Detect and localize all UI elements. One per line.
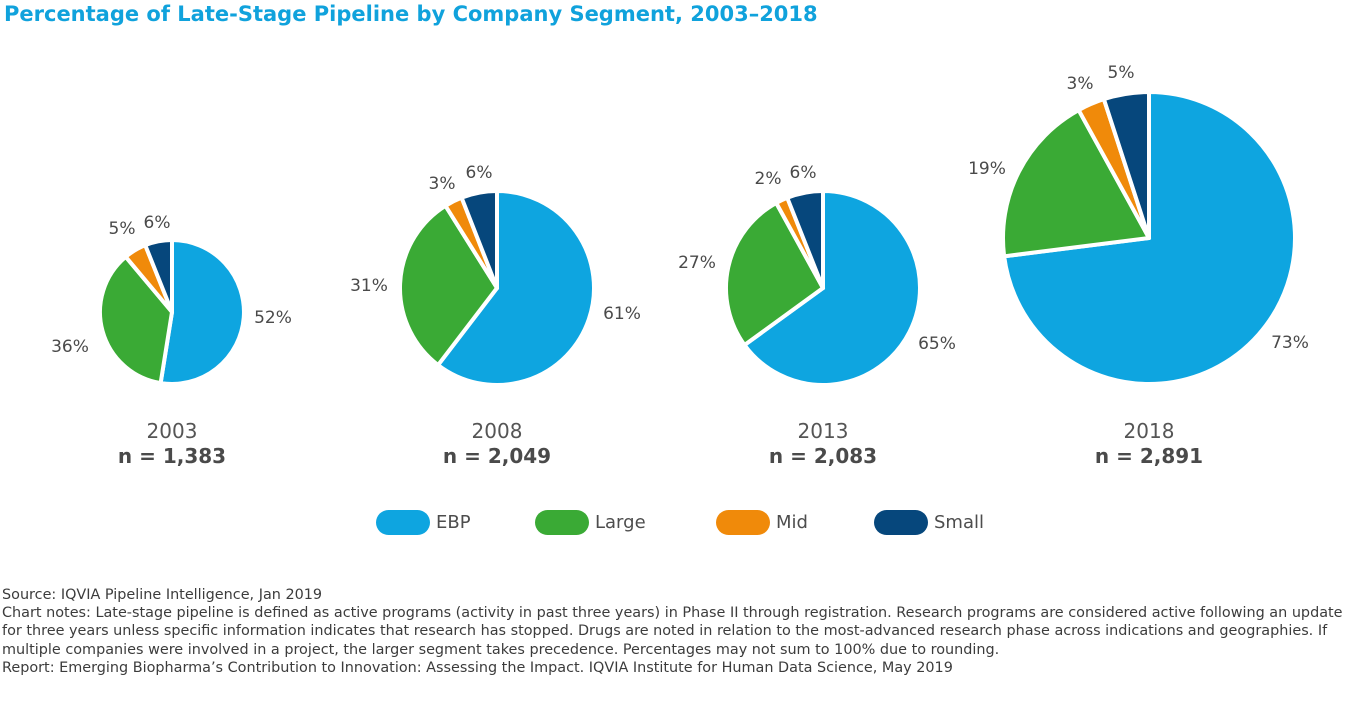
legend-label-large: Large xyxy=(595,511,646,533)
footer-notes: Source: IQVIA Pipeline Intelligence, Jan… xyxy=(2,586,1347,677)
legend-swatch-ebp xyxy=(376,509,430,535)
source-note: Source: IQVIA Pipeline Intelligence, Jan… xyxy=(2,587,323,603)
year-label-2013: 2013 xyxy=(798,419,849,443)
legend-item-large: Large xyxy=(535,508,646,536)
legend-label-small: Small xyxy=(934,511,984,533)
legend-swatch-small xyxy=(874,509,928,535)
legend-item-ebp: EBP xyxy=(376,508,471,536)
chart-title: Percentage of Late-Stage Pipeline by Com… xyxy=(4,2,818,26)
slice-label-2008-mid: 3% xyxy=(429,174,456,194)
slice-label-2018-large: 19% xyxy=(968,159,1006,179)
slice-label-2013-ebp: 65% xyxy=(918,334,956,354)
legend-swatch-large xyxy=(535,509,589,535)
chart-notes: Chart notes: Late-stage pipeline is defi… xyxy=(2,605,1343,658)
n-label-2003: n = 1,383 xyxy=(118,444,226,468)
slice-2003-ebp xyxy=(158,238,246,386)
slice-2013-large xyxy=(724,201,825,348)
slice-2013-ebp xyxy=(742,189,922,387)
legend-label-ebp: EBP xyxy=(436,511,471,533)
year-label-2003: 2003 xyxy=(147,419,198,443)
slice-label-2018-mid: 3% xyxy=(1067,74,1094,94)
report-note: Report: Emerging Biopharma’s Contributio… xyxy=(2,659,953,676)
slice-label-2008-ebp: 61% xyxy=(603,304,641,324)
slice-label-2013-small: 6% xyxy=(790,163,817,183)
slice-2008-ebp xyxy=(436,189,596,387)
slice-2018-large xyxy=(1001,108,1151,259)
slice-2008-small xyxy=(459,189,499,290)
slice-2013-small xyxy=(785,189,825,290)
legend-item-mid: Mid xyxy=(716,508,808,536)
n-label-2013: n = 2,083 xyxy=(769,444,877,468)
year-label-2018: 2018 xyxy=(1124,419,1175,443)
year-label-2008: 2008 xyxy=(472,419,523,443)
slice-2018-small xyxy=(1101,90,1151,240)
slice-label-2008-large: 31% xyxy=(350,276,388,296)
slice-2008-large xyxy=(398,203,499,368)
slice-label-2003-large: 36% xyxy=(51,337,89,357)
slice-label-2013-mid: 2% xyxy=(755,169,782,189)
legend-label-mid: Mid xyxy=(776,511,808,533)
slice-label-2018-small: 5% xyxy=(1108,63,1135,83)
slice-label-2008-small: 6% xyxy=(466,163,493,183)
slice-label-2018-ebp: 73% xyxy=(1271,333,1309,353)
slice-label-2003-small: 6% xyxy=(144,213,171,233)
legend-item-small: Small xyxy=(874,508,984,536)
slice-label-2003-ebp: 52% xyxy=(254,308,292,328)
legend: EBP Large Mid Small xyxy=(0,508,1352,538)
slice-label-2013-large: 27% xyxy=(678,253,716,273)
legend-swatch-mid xyxy=(716,509,770,535)
slice-2003-small xyxy=(143,238,174,314)
slice-2003-large xyxy=(98,254,174,386)
n-label-2008: n = 2,049 xyxy=(443,444,551,468)
slice-label-2003-mid: 5% xyxy=(109,219,136,239)
n-label-2018: n = 2,891 xyxy=(1095,444,1203,468)
